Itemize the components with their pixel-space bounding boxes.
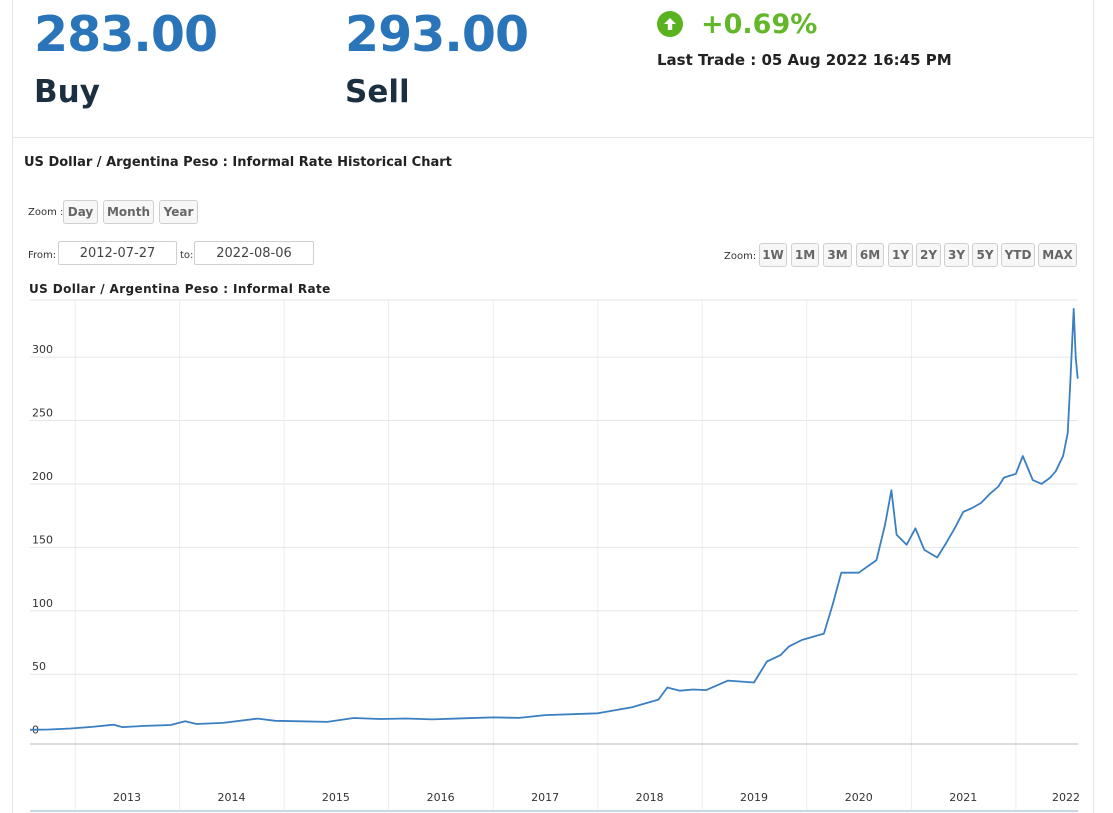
to-date-input[interactable]: 2022-08-06	[194, 241, 314, 265]
buy-label: Buy	[34, 74, 100, 110]
last-trade: Last Trade : 05 Aug 2022 16:45 PM	[657, 51, 952, 69]
range-5y-button[interactable]: 5Y	[972, 243, 998, 267]
change-percent: +0.69%	[701, 8, 818, 40]
range-zoom-label: Zoom:	[724, 251, 757, 262]
x-tick-label: 2014	[217, 791, 245, 804]
x-axis-labels: 2013 2014 2015 2016 2017 2018 2019 2020 2021 2022	[113, 791, 1080, 804]
to-label: to:	[180, 250, 194, 261]
x-tick-label: 2016	[427, 791, 455, 804]
quote-card	[12, 0, 1094, 813]
x-tick-label: 2013	[113, 791, 141, 804]
x-tick-label: 2017	[531, 791, 559, 804]
zoom-month-button[interactable]: Month	[103, 200, 154, 224]
range-3m-button[interactable]: 3M	[823, 243, 852, 267]
arrow-up-circle-icon	[657, 11, 683, 37]
range-ytd-button[interactable]: YTD	[1001, 243, 1035, 267]
range-1y-button[interactable]: 1Y	[888, 243, 913, 267]
x-tick-label: 2021	[949, 791, 977, 804]
divider	[12, 137, 1094, 138]
from-date-input[interactable]: 2012-07-27	[58, 241, 177, 265]
plot-title: US Dollar / Argentina Peso : Informal Ra…	[29, 282, 331, 296]
zoom-year-button[interactable]: Year	[159, 200, 198, 224]
change-indicator: +0.69%	[657, 8, 817, 40]
series-group	[29, 308, 1079, 731]
zoom-period-label: Zoom :	[28, 207, 64, 218]
chart-title: US Dollar / Argentina Peso : Informal Ra…	[24, 155, 452, 170]
x-tick-label: 2022	[1052, 791, 1080, 804]
y-tick-label: 100	[32, 597, 53, 610]
range-6m-button[interactable]: 6M	[856, 243, 884, 267]
range-3y-button[interactable]: 3Y	[944, 243, 969, 267]
zoom-day-button[interactable]: Day	[63, 200, 98, 224]
sell-label: Sell	[345, 74, 410, 110]
y-tick-label: 150	[32, 533, 53, 546]
range-max-button[interactable]: MAX	[1038, 243, 1077, 267]
x-tick-label: 2015	[322, 791, 350, 804]
y-tick-label: 250	[32, 407, 53, 420]
x-tick-label: 2020	[845, 791, 873, 804]
range-1w-button[interactable]: 1W	[759, 243, 787, 267]
y-tick-label: 50	[32, 660, 46, 673]
x-tick-label: 2019	[740, 791, 768, 804]
from-label: From:	[28, 250, 57, 261]
sell-price: 293.00	[345, 6, 529, 63]
range-1m-button[interactable]: 1M	[791, 243, 819, 267]
buy-price: 283.00	[34, 6, 218, 63]
x-tick-label: 2018	[636, 791, 664, 804]
horizontal-gridlines	[30, 299, 1078, 745]
range-2y-button[interactable]: 2Y	[916, 243, 941, 267]
vertical-gridlines	[30, 300, 1078, 812]
y-tick-label: 200	[32, 470, 53, 483]
y-tick-label: 300	[32, 343, 53, 356]
series-line	[29, 308, 1079, 731]
